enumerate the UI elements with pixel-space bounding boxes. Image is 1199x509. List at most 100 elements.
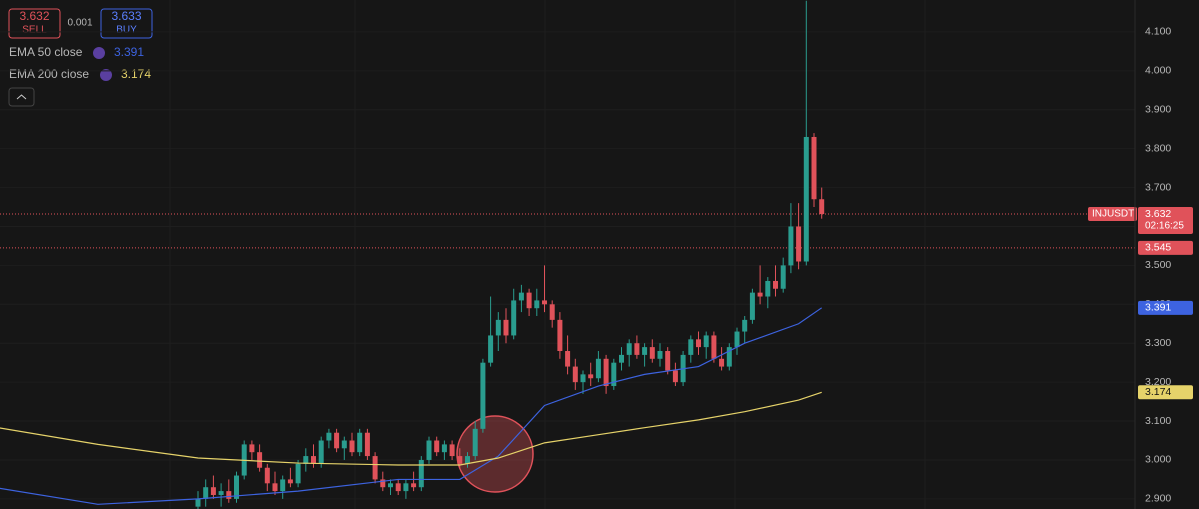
legend-value: 3.174 (121, 67, 151, 81)
ema-line (0, 391, 822, 466)
y-tick-label: 3.900 (1145, 104, 1171, 116)
y-tick-label: 3.500 (1145, 259, 1171, 271)
y-tick-label: 3.700 (1145, 181, 1171, 193)
candle-body (611, 362, 617, 387)
sell-label: SELL (22, 25, 47, 36)
candle-body (503, 319, 509, 336)
candle-body (819, 199, 825, 215)
candle-body (465, 456, 470, 464)
legend-icon[interactable] (100, 69, 112, 81)
price-tag (1138, 207, 1193, 235)
candle-body (703, 335, 709, 348)
y-tick-label: 4.000 (1145, 65, 1171, 77)
buy-price: 3.633 (111, 9, 141, 23)
candle-body (719, 358, 725, 367)
candle-body (534, 300, 540, 309)
axis-tag (1138, 385, 1193, 400)
candle-body (557, 319, 563, 352)
symbol-tag (1088, 207, 1137, 222)
candle-body (388, 483, 393, 488)
candle-body (364, 432, 370, 457)
buy-label: BUY (116, 25, 137, 36)
candle-body (495, 319, 501, 336)
candle-body (195, 498, 201, 507)
sell-button[interactable] (8, 8, 61, 39)
candle-body (264, 467, 270, 484)
candle-body (480, 362, 486, 429)
highlight-circle (456, 415, 534, 493)
candle-body (280, 479, 286, 492)
candle-body (372, 456, 378, 480)
candle-body (334, 432, 340, 449)
candle-body (688, 339, 694, 355)
candle-body (311, 456, 316, 464)
y-tick-label: 3.300 (1145, 337, 1171, 349)
candle-body (257, 452, 263, 468)
y-tick-label: 3.800 (1145, 142, 1171, 154)
candle-body (380, 479, 386, 488)
candle-body (711, 335, 717, 359)
legend-name: EMA 50 close (9, 45, 83, 59)
candle-body (318, 440, 324, 464)
axis-tag (1138, 300, 1193, 315)
candle-body (488, 335, 494, 363)
candle-body (326, 432, 332, 441)
candle-body (434, 440, 440, 453)
candle-body (742, 319, 748, 332)
candle-body (203, 487, 209, 499)
candle-body (642, 347, 648, 355)
sell-price: 3.632 (19, 9, 49, 23)
candle-body (649, 347, 655, 359)
buy-button[interactable] (100, 8, 153, 39)
candle-body (803, 136, 809, 262)
candle-body (549, 304, 555, 320)
legend-value: 3.391 (114, 45, 144, 59)
candle-body (441, 444, 447, 453)
spread: 0.001 (67, 18, 92, 29)
candle-body (518, 292, 524, 301)
candle-body (411, 483, 417, 488)
candle-body (672, 370, 678, 383)
candle-body (303, 456, 309, 464)
candle-body (226, 491, 232, 499)
candle-body (726, 347, 732, 367)
axis-tag (1138, 240, 1193, 255)
collapse-button[interactable] (8, 87, 35, 107)
candle-body (757, 292, 763, 297)
candle-body (218, 491, 224, 495)
candle-body (357, 432, 363, 453)
countdown: 02:16:25 (1145, 221, 1184, 232)
legend-icon[interactable] (93, 47, 105, 59)
candle-body (634, 343, 640, 355)
candle-body (811, 136, 817, 200)
candle-body (287, 479, 293, 484)
candle-body (626, 343, 632, 355)
axis-tag-label: 3.391 (1145, 302, 1171, 314)
candle-body (210, 487, 216, 495)
candle-body (457, 456, 463, 464)
candle-body (595, 358, 601, 379)
candle-body (395, 483, 401, 492)
y-tick-label: 4.100 (1145, 26, 1171, 38)
candle-body (749, 292, 755, 320)
candle-body (542, 300, 547, 305)
candle-body (565, 351, 571, 367)
candle-body (426, 440, 432, 460)
candle-body (418, 459, 424, 488)
y-tick-label: 3.200 (1145, 376, 1171, 388)
symbol-label: INJUSDT (1092, 209, 1134, 220)
legend-name: EMA 200 close (9, 67, 89, 81)
candle-body (472, 428, 478, 457)
candle-body (272, 483, 278, 492)
axis-tag-label: 3.174 (1145, 386, 1171, 398)
candle-body (657, 351, 663, 359)
candle-body (665, 351, 671, 371)
candle-body (734, 331, 740, 348)
price-tag-label: 3.632 (1145, 208, 1171, 220)
candle-body (349, 440, 355, 453)
candle-body (341, 440, 347, 449)
axis-tag-label: 3.545 (1145, 242, 1171, 254)
candle-body (696, 339, 701, 348)
candle-body (765, 280, 771, 297)
